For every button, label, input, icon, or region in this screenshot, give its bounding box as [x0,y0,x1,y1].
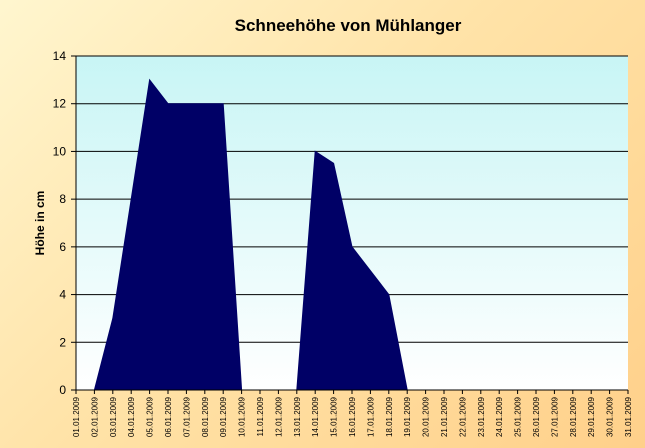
y-tick-label: 10 [53,144,67,158]
x-tick-label: 25.01.2009 [514,396,523,437]
x-tick-label: 15.01.2009 [330,396,339,437]
y-tick-label: 12 [53,97,67,111]
x-tick-label: 04.01.2009 [127,396,136,437]
x-tick-label: 28.01.2009 [569,396,578,437]
x-tick-label: 26.01.2009 [532,396,541,437]
y-tick-label: 0 [59,383,66,397]
x-tick-label: 27.01.2009 [550,396,559,437]
x-tick-label: 11.01.2009 [256,396,265,436]
y-tick-label: 2 [59,335,66,349]
x-tick-label: 03.01.2009 [109,396,118,437]
x-tick-label: 08.01.2009 [201,396,210,437]
y-axis-label: Höhe in cm [33,191,47,256]
axes [75,56,629,394]
x-tick-label: 02.01.2009 [90,396,99,437]
x-tick-labels: 01.01.2009 02.01.2009 03.01.2009 04.01.2009… [72,396,633,437]
x-tick-label: 20.01.2009 [422,396,431,437]
y-tick-label: 6 [59,240,66,254]
y-tick-label: 4 [59,288,66,302]
x-tick-label: 09.01.2009 [219,396,228,437]
x-tick-label: 31.01.2009 [624,396,633,437]
x-tick-label: 05.01.2009 [146,396,155,437]
y-tick-labels: 0 2 4 6 8 10 12 14 [53,49,67,397]
y-tick-label: 8 [59,192,66,206]
x-tick-label: 24.01.2009 [495,396,504,437]
x-tick-label: 22.01.2009 [458,396,467,437]
x-tick-label: 07.01.2009 [182,396,191,437]
x-tick-label: 06.01.2009 [164,396,173,437]
y-tick-label: 14 [53,49,67,63]
x-tick-label: 21.01.2009 [440,396,449,437]
x-tick-label: 23.01.2009 [477,396,486,437]
x-tick-label: 17.01.2009 [366,396,375,437]
x-tick-label: 12.01.2009 [274,396,283,437]
x-tick-label: 18.01.2009 [385,396,394,437]
x-tick-label: 01.01.2009 [72,396,81,437]
x-tick-label: 30.01.2009 [606,396,615,437]
x-tick-label: 13.01.2009 [293,396,302,437]
x-tick-label: 14.01.2009 [311,396,320,437]
x-tick-label: 29.01.2009 [587,396,596,437]
x-tick-label: 10.01.2009 [238,396,247,437]
x-tick-label: 16.01.2009 [348,396,357,437]
x-tick-label: 19.01.2009 [403,396,412,437]
chart-title: Schneehöhe von Mühlanger [235,16,462,35]
